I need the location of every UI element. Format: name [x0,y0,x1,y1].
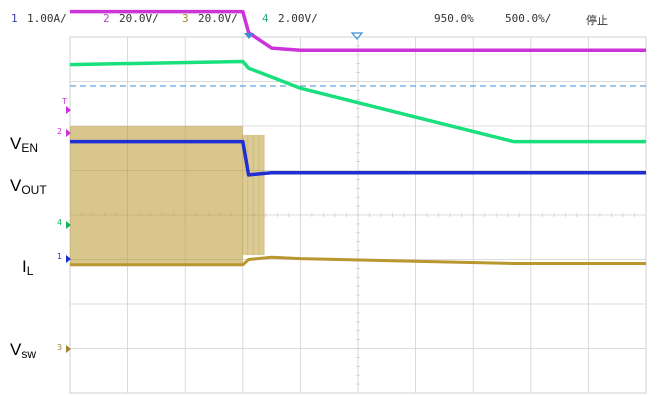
ch1-scale: 1.00A/ [27,12,67,25]
trace-v-en [70,9,646,53]
time-reference-icon [350,32,364,40]
label-v-sw: Vsw [10,340,37,361]
label-i-l: IL [22,257,34,278]
trigger-arrow-icon [66,106,71,114]
run-state: 停止 [586,14,608,27]
trace-i-l [70,139,646,177]
ch2-number: 2 [103,12,110,25]
time-scale: 500.0%/ [505,12,552,25]
ch2-marker: 2 [57,127,62,136]
ch3-arrow-icon [66,345,71,353]
ch4-number: 4 [262,12,269,25]
channel-markers: T 2 4 1 3 [57,32,364,353]
trace-v-sw [70,255,646,267]
label-v-out: VOUT [10,176,47,197]
ch1-marker: 1 [57,252,62,261]
ch4-scale: 2.00V/ [278,12,318,25]
ch3-scale: 20.0V/ [198,12,238,25]
status-bar: 1 1.00A/ 2 20.0V/ 3 20.0V/ 4 2.00V/ 950.… [0,0,659,30]
ch4-marker: 4 [57,218,62,227]
ch4-arrow-icon [66,221,71,229]
ch2-arrow-icon [66,129,71,137]
ch1-arrow-icon [66,255,71,263]
ch1-number: 1 [11,12,18,25]
trace-v-out [69,59,646,144]
ch3-number: 3 [182,12,189,25]
ch3-marker: 3 [57,343,62,352]
ch2-scale: 20.0V/ [119,12,159,25]
vsw-switching-burst [70,126,243,265]
time-position: 950.0% [434,12,474,25]
label-v-en: VEN [10,134,39,155]
waveform-traces [69,9,646,267]
trigger-marker: T [61,97,67,106]
trigger-position-icon [244,33,254,39]
